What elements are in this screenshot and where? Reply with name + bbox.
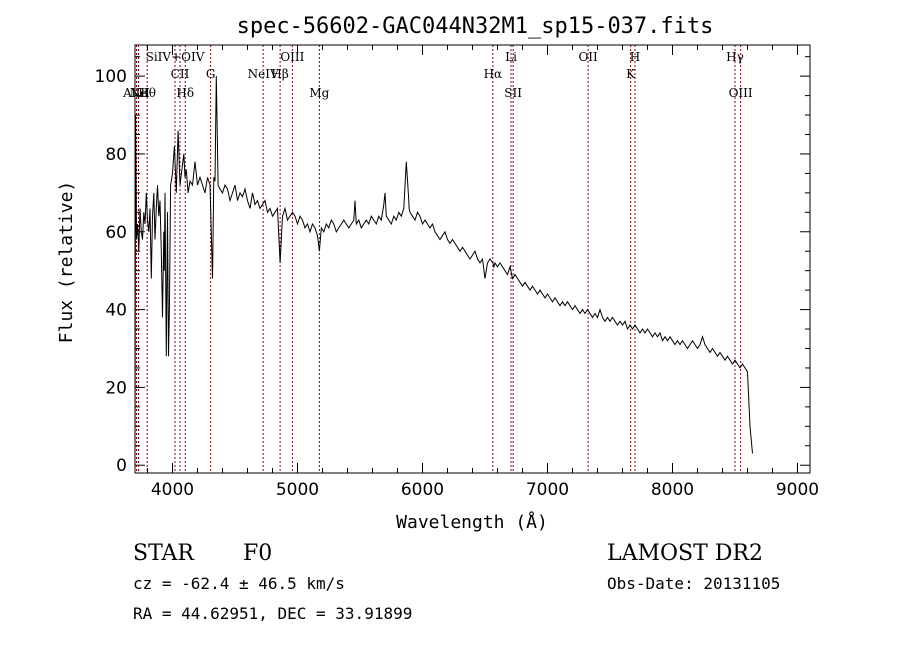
survey-name: LAMOST DR2: [607, 541, 763, 566]
observation-date: Obs-Date: 20131105: [607, 574, 780, 593]
spectral-line-label: Mg: [309, 86, 329, 100]
chart-title: spec-56602-GAC044N32M1_sp15-037.fits: [237, 14, 714, 39]
spectrum-series-line: [134, 76, 753, 466]
object-class: STAR: [133, 541, 195, 566]
object-subclass: F0: [243, 541, 272, 566]
spectral-line-label: Hβ: [271, 67, 288, 81]
spectral-line-label: SII: [504, 86, 522, 100]
redshift-cz: cz = -62.4 ± 46.5 km/s: [133, 574, 345, 593]
spectral-line-label: OIII: [729, 86, 753, 100]
y-tick-label: 100: [95, 67, 127, 87]
y-tick-label: 40: [105, 301, 127, 321]
spectral-line-label: Ne: [130, 86, 148, 100]
y-axis-ticks: 0 20 40 60 80 100: [95, 56, 810, 476]
spectral-line-label: Hδ: [176, 86, 194, 100]
y-tick-label: 0: [116, 456, 127, 476]
y-tick-label: 20: [105, 378, 127, 398]
x-axis-ticks: 4000 5000 6000 7000 8000 9000: [147, 45, 819, 500]
spectral-line-label: CII: [171, 67, 190, 81]
spectral-line-label: AlIII: [122, 86, 150, 100]
spectral-line-label: Hγ: [726, 50, 744, 64]
x-tick-label: 7000: [526, 480, 569, 500]
x-tick-label: 6000: [401, 480, 444, 500]
spectral-line-markers: [136, 45, 742, 473]
spectral-line-label: Li: [505, 50, 517, 64]
spectral-line-label: K: [626, 67, 636, 81]
y-axis-label: Flux (relative): [56, 181, 77, 344]
spectral-line-label: OIII: [280, 50, 304, 64]
spectral-line-label: G: [206, 67, 216, 81]
spectral-line-label: SiIV+OIV: [146, 50, 205, 64]
plot-frame: [134, 44, 811, 474]
spectral-line-label: OII: [578, 50, 598, 64]
x-tick-label: 8000: [651, 480, 694, 500]
ra-dec-coordinates: RA = 44.62951, DEC = 33.91899: [133, 604, 412, 623]
spectral-line-label: Hα: [484, 67, 503, 81]
x-axis-label: Wavelength (Å): [396, 511, 548, 533]
spectral-line-label: H: [630, 50, 640, 64]
spectral-line-label: NeIV: [248, 67, 279, 81]
x-tick-label: 5000: [276, 480, 319, 500]
spectral-line-label: Hθ: [138, 86, 156, 100]
x-tick-label: 9000: [776, 480, 819, 500]
x-tick-label: 4000: [151, 480, 194, 500]
y-tick-label: 60: [105, 223, 127, 243]
y-tick-label: 80: [105, 145, 127, 165]
